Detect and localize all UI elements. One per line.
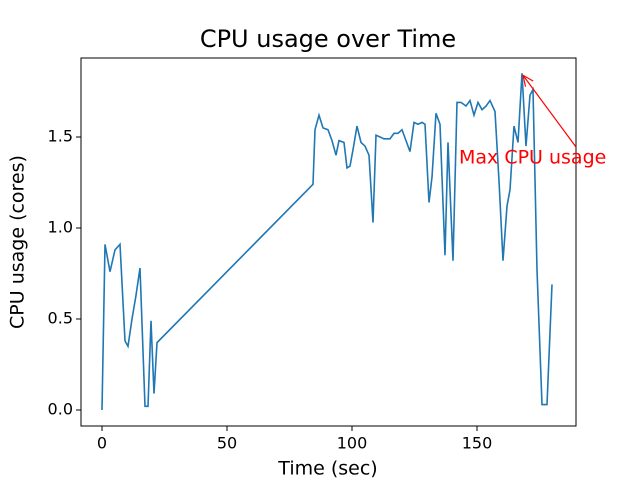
y-tick-label: 1.5 xyxy=(48,126,73,145)
x-tick-label: 150 xyxy=(462,434,493,453)
y-tick-label: 1.0 xyxy=(48,217,73,236)
x-tick-label: 0 xyxy=(97,434,107,453)
chart-title: CPU usage over Time xyxy=(200,25,456,53)
x-tick-label: 100 xyxy=(337,434,368,453)
x-tick-label: 50 xyxy=(217,434,237,453)
y-tick-label: 0.5 xyxy=(48,308,73,327)
x-axis-label: Time (sec) xyxy=(277,458,377,480)
y-tick-label: 0.0 xyxy=(48,399,73,418)
y-axis-label: CPU usage (cores) xyxy=(7,155,29,329)
annotation: Max CPU usage xyxy=(459,147,606,169)
plot-frame xyxy=(80,57,577,427)
line xyxy=(101,73,553,410)
annotation-arrow xyxy=(523,75,577,148)
